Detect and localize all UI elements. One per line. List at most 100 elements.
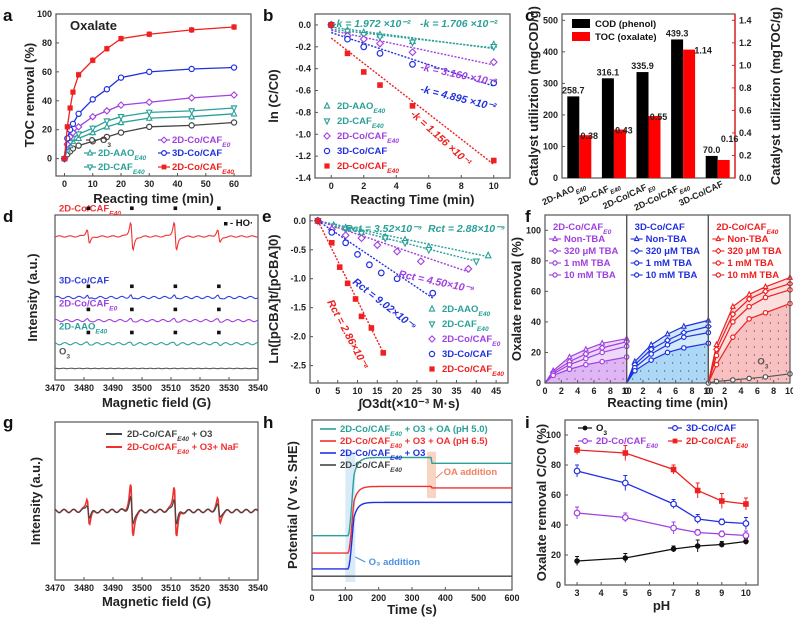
data-point	[730, 334, 736, 340]
ho-radical-marker	[130, 307, 134, 312]
potential-line	[312, 485, 512, 554]
texture-dot	[664, 370, 666, 372]
legend-marker	[428, 321, 436, 329]
ho-radical-marker	[130, 206, 134, 211]
bar-value-label: 1.14	[694, 46, 712, 56]
texture-dot	[688, 362, 690, 364]
panel-label-c: c	[525, 6, 534, 25]
data-point	[694, 529, 702, 536]
plot-frame	[54, 421, 259, 581]
legend-marker	[86, 164, 94, 172]
legend-label: TOC (oxalate)	[595, 32, 657, 43]
legend-label: 2D-AAOE40	[98, 148, 147, 162]
legend-label: 2D-Co/CAFE40 + O3	[340, 448, 425, 462]
y-tick-label: -1.5	[290, 303, 306, 313]
data-point	[670, 466, 677, 473]
texture-dot	[737, 338, 739, 340]
texture-dot	[704, 346, 706, 348]
data-point	[599, 358, 605, 365]
texture-dot	[704, 378, 706, 380]
data-point	[632, 367, 638, 374]
fit-line	[330, 37, 495, 165]
x-tick-label: 0	[315, 386, 320, 396]
data-point	[742, 520, 750, 527]
x-tick-label: 4	[738, 386, 743, 396]
texture-dot	[656, 362, 658, 364]
texture-dot	[696, 370, 698, 372]
texture-dot	[598, 378, 600, 380]
bar-toc	[648, 116, 661, 178]
legend-label: 2D-AAOE40	[442, 304, 491, 318]
data-point	[187, 94, 196, 102]
y-tick-label: 300	[543, 78, 558, 88]
legend-label: 1 mM TBA	[646, 258, 693, 269]
area-fill	[545, 357, 627, 383]
legend-label: 2D-Co/CAFE40 + O3 + OA (pH 6.5)	[340, 436, 488, 450]
legend-marker	[633, 260, 640, 266]
data-point	[117, 114, 125, 122]
fit-line	[331, 31, 494, 87]
x-tick-label: 10	[88, 179, 98, 189]
data-point	[566, 361, 573, 368]
data-point	[103, 133, 111, 141]
texture-dot	[622, 378, 624, 380]
texture-dot	[737, 362, 739, 364]
spectrum-1: 3D-Co/CAF	[54, 276, 259, 300]
y2-tick-label: 0.2	[739, 150, 752, 160]
plot-frame	[314, 13, 511, 179]
spectrum-3: 2D-AAOE40	[54, 322, 259, 347]
data-point	[74, 122, 83, 131]
x-tick-label: 600	[504, 593, 519, 603]
ho-radical-marker	[86, 206, 91, 211]
ho-radical-marker	[173, 206, 178, 211]
legend-label: 1 mM TBA	[727, 258, 774, 269]
x-tick-label: 8	[695, 588, 700, 598]
y-tick-label: 80	[531, 256, 541, 266]
ho-radical-marker	[173, 330, 178, 335]
series-3	[327, 21, 498, 87]
texture-dot	[558, 378, 560, 380]
plot-frame	[54, 214, 259, 381]
data-point	[490, 79, 498, 87]
texture-dot	[606, 370, 608, 372]
data-point	[489, 58, 498, 67]
legend-label: 1 mM TBA	[564, 258, 611, 269]
texture-dot	[672, 378, 674, 380]
texture-dot	[769, 346, 771, 348]
y-tick-label: -2.0	[290, 332, 306, 342]
data-point	[230, 91, 238, 99]
y-tick-label: -1.2	[295, 151, 311, 161]
y-tick-label: 60	[531, 286, 541, 296]
texture-dot	[574, 370, 576, 372]
data-point	[88, 112, 97, 121]
o3-label: O3	[757, 357, 768, 371]
y-axis-label: Catalyst utiliztion (mgTOC/g)	[768, 7, 783, 185]
data-point	[328, 228, 336, 236]
texture-dot	[566, 378, 568, 380]
data-point	[730, 319, 736, 325]
texture-dot	[761, 322, 763, 324]
series-line	[707, 303, 791, 384]
y-tick-label: 200	[543, 110, 558, 120]
ho-radical-marker	[173, 307, 178, 312]
legend-label: - HO·	[230, 218, 253, 229]
data-point	[377, 269, 385, 277]
x-tick-label: 60	[229, 179, 239, 189]
data-point	[393, 247, 402, 256]
y-tick-label: 500	[543, 15, 558, 25]
data-point	[146, 68, 153, 76]
data-point	[69, 120, 77, 128]
x-tick-label: 3480	[74, 383, 94, 393]
data-point	[664, 342, 671, 348]
bar-toc	[683, 49, 696, 178]
y2-tick-label: 1.2	[739, 38, 752, 48]
texture-dot	[769, 354, 771, 356]
texture-dot	[704, 362, 706, 364]
legend-label: 3D-Co/CAF	[337, 146, 387, 157]
data-point	[230, 105, 238, 113]
texture-dot	[761, 378, 763, 380]
data-point	[373, 241, 382, 250]
bar-value-label: 70.0	[703, 145, 721, 155]
